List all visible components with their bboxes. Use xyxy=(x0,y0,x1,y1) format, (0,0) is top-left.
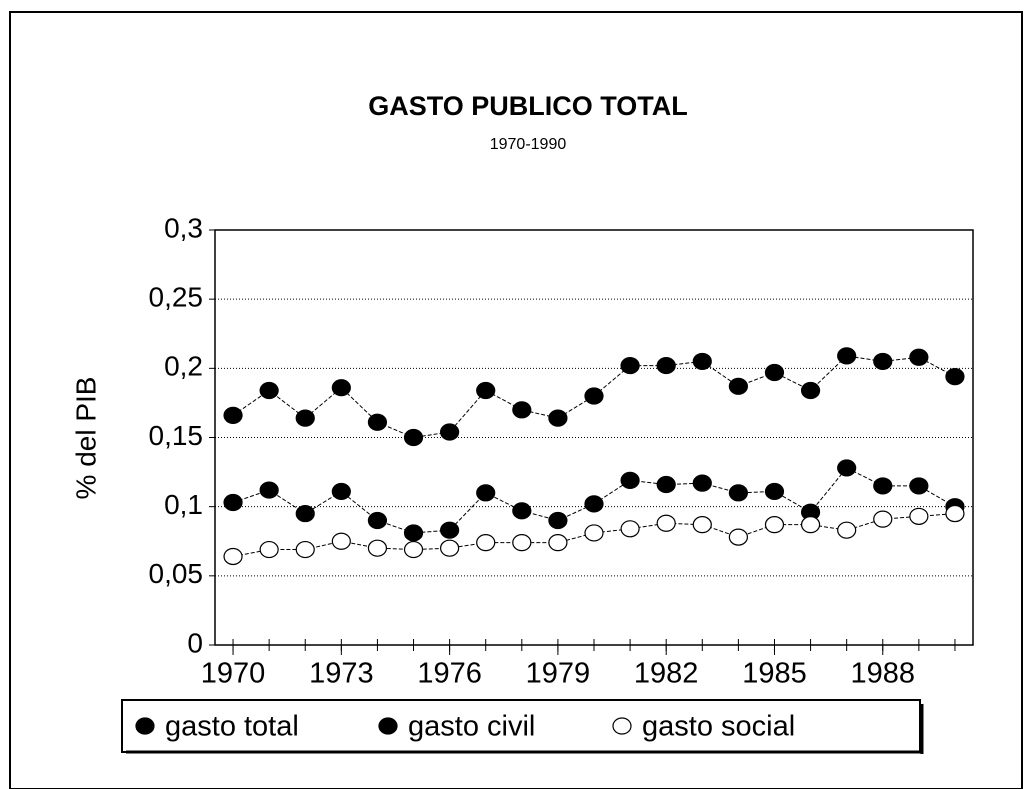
y-axis-label: % del PIB xyxy=(70,377,101,500)
data-point xyxy=(728,377,748,395)
data-point xyxy=(295,540,315,559)
data-point xyxy=(692,516,712,534)
x-tick-label: 1976 xyxy=(417,658,482,690)
data-point xyxy=(259,481,279,499)
data-point xyxy=(656,514,676,532)
data-point xyxy=(403,428,424,447)
legend-marker xyxy=(135,717,155,735)
data-point xyxy=(945,504,965,523)
data-point xyxy=(331,532,351,550)
data-point xyxy=(837,521,857,539)
legend-marker xyxy=(612,717,632,735)
data-point xyxy=(223,547,243,566)
data-point xyxy=(512,534,532,552)
data-point xyxy=(837,347,857,365)
data-point xyxy=(584,387,604,405)
y-tick-label: 0,05 xyxy=(149,558,204,589)
data-point xyxy=(295,504,315,523)
data-point xyxy=(800,516,821,534)
data-point xyxy=(837,459,857,477)
data-point xyxy=(440,423,460,441)
data-point xyxy=(764,363,785,382)
legend-marker xyxy=(378,717,398,735)
series-line xyxy=(232,513,955,557)
data-point xyxy=(295,409,315,427)
data-point xyxy=(440,539,460,557)
data-point xyxy=(367,413,388,431)
y-tick-label: 0,15 xyxy=(149,420,204,451)
data-point xyxy=(656,356,676,375)
data-point xyxy=(909,507,929,525)
data-point xyxy=(512,401,532,419)
data-point xyxy=(873,510,893,528)
page-frame xyxy=(9,11,1023,789)
data-point xyxy=(512,502,532,520)
data-point xyxy=(620,471,640,489)
y-tick-label: 0 xyxy=(187,627,203,658)
data-point xyxy=(403,524,424,542)
y-tick-label: 0,25 xyxy=(149,282,204,313)
data-point xyxy=(476,381,496,400)
data-point xyxy=(548,511,568,530)
series-line xyxy=(232,355,956,439)
data-point xyxy=(367,539,388,557)
data-point xyxy=(331,379,351,397)
data-point xyxy=(367,511,388,530)
x-tick-label: 1982 xyxy=(634,658,699,690)
data-point xyxy=(584,495,604,513)
data-point xyxy=(764,482,785,501)
data-point xyxy=(223,406,243,424)
data-point xyxy=(548,409,568,427)
x-tick-label: 1973 xyxy=(309,658,374,690)
legend-label: gasto total xyxy=(165,711,299,743)
chart-subtitle: 1970-1990 xyxy=(490,136,567,153)
legend-box xyxy=(121,699,921,753)
data-point xyxy=(800,381,821,400)
y-tick-label: 0,3 xyxy=(164,212,203,243)
data-point xyxy=(331,482,351,501)
data-point xyxy=(728,484,748,502)
data-point xyxy=(223,493,243,512)
data-point xyxy=(259,540,279,559)
data-point xyxy=(692,474,712,492)
data-point xyxy=(403,540,424,559)
data-point xyxy=(692,352,712,371)
data-point xyxy=(620,356,640,375)
data-point xyxy=(656,475,676,494)
x-tick-label: 1970 xyxy=(201,658,266,690)
data-point xyxy=(548,534,568,552)
data-point xyxy=(873,477,893,495)
data-point xyxy=(620,520,640,538)
data-point xyxy=(909,477,929,495)
x-tick-label: 1988 xyxy=(851,658,916,690)
data-point xyxy=(873,352,893,371)
data-point xyxy=(945,368,965,386)
y-tick-label: 0,2 xyxy=(164,351,203,382)
legend-label: gasto civil xyxy=(408,711,535,743)
chart-title: GASTO PUBLICO TOTAL xyxy=(368,91,688,121)
series-line xyxy=(232,467,956,534)
data-point xyxy=(584,524,604,542)
legend-label: gasto social xyxy=(642,711,795,743)
x-tick-label: 1985 xyxy=(742,658,807,690)
data-point xyxy=(476,534,496,552)
data-point xyxy=(259,381,279,400)
data-point xyxy=(909,348,929,366)
data-point xyxy=(440,521,460,539)
y-tick-label: 0,1 xyxy=(164,489,203,520)
data-point xyxy=(764,516,785,534)
x-tick-label: 1979 xyxy=(526,658,591,690)
data-point xyxy=(476,484,496,502)
data-point xyxy=(728,528,748,546)
